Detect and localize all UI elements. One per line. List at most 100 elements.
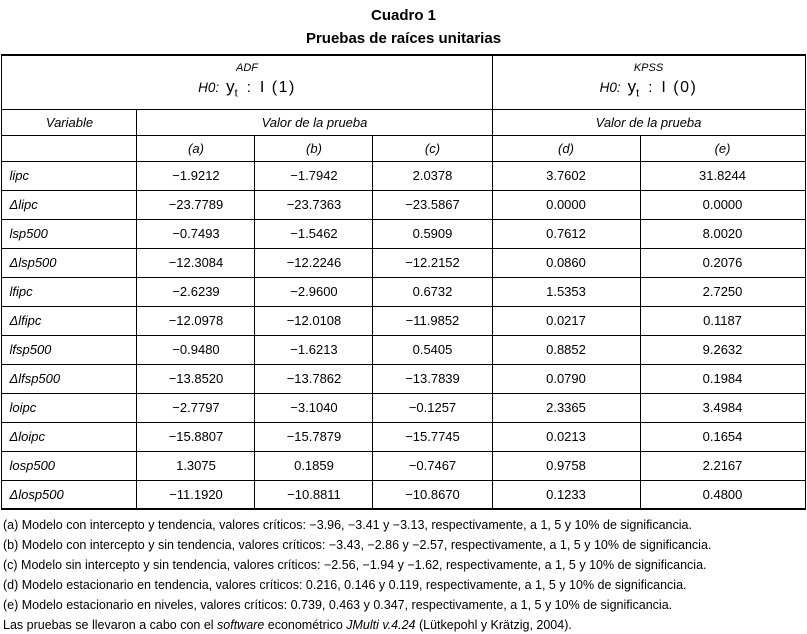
variable-name: Δlipc xyxy=(1,189,138,220)
value-cell: −13.7862 xyxy=(254,363,374,394)
table-row: lipc −1.9212 −1.7942 2.0378 3.7602 31.8244 xyxy=(1,160,806,191)
model-b-header: (b) xyxy=(254,134,374,162)
table-title-block: Cuadro 1 Pruebas de raíces unitarias xyxy=(0,0,807,50)
value-cell: 0.7612 xyxy=(491,218,641,249)
value-cell: −0.1257 xyxy=(372,392,493,423)
value-cell: 3.7602 xyxy=(491,160,641,191)
value-cell: −0.7467 xyxy=(372,450,493,481)
footnote-line: (a) Modelo con intercepto y tendencia, v… xyxy=(3,515,804,535)
h0-y-subscript: t xyxy=(636,86,640,99)
variable-name: Δlosp500 xyxy=(1,479,138,510)
model-letters-row: (a) (b) (c) (d) (e) xyxy=(1,134,806,162)
value-cell: 0.5405 xyxy=(372,334,493,365)
value-cell: −23.7789 xyxy=(136,189,256,220)
kpss-value-header: Valor de la prueba xyxy=(491,108,806,136)
value-cell: −12.2152 xyxy=(372,247,493,278)
value-cell: 0.0860 xyxy=(491,247,641,278)
table-title: Pruebas de raíces unitarias xyxy=(305,29,502,47)
value-cell: −0.9480 xyxy=(136,334,256,365)
unit-root-tests-table: ADF H0: yt: I (1) KPSS H0: yt: I (0) Variabl… xyxy=(1,54,806,510)
footnote-text: (Lütkepohl y Krätzig, 2004). xyxy=(415,618,572,632)
h0-label: H0: xyxy=(198,79,220,95)
value-cell: 0.0790 xyxy=(491,363,641,394)
table-row: Δlipc −23.7789 −23.7363 −23.5867 0.0000 0.000… xyxy=(1,189,806,220)
value-cell: −13.8520 xyxy=(136,363,256,394)
table-row: lfipc −2.6239 −2.9600 0.6732 1.5353 2.7250 xyxy=(1,276,806,307)
value-cell: −2.6239 xyxy=(136,276,256,307)
footnotes: (a) Modelo con intercepto y tendencia, v… xyxy=(3,515,804,634)
kpss-null-hypothesis: H0: yt: I (0) xyxy=(496,77,802,103)
value-cell: 0.5909 xyxy=(372,218,493,249)
kpss-group-header: KPSS H0: yt: I (0) xyxy=(491,54,806,110)
value-cell: −3.1040 xyxy=(254,392,374,423)
value-cell: 0.6732 xyxy=(372,276,493,307)
variable-name: Δlfipc xyxy=(1,305,138,336)
value-cell: −11.1920 xyxy=(136,479,256,510)
variable-name: Δlfsp500 xyxy=(1,363,138,394)
footnote-line: (e) Modelo estacionario en niveles, valo… xyxy=(3,595,804,615)
variable-name: lfipc xyxy=(1,276,138,307)
variable-name: Δlsp500 xyxy=(1,247,138,278)
h0-integration-order: I (1) xyxy=(259,78,296,96)
variable-name: loipc xyxy=(1,392,138,423)
value-cell: 0.0217 xyxy=(491,305,641,336)
footnote-text: (d) Modelo estacionario en tendencia, va… xyxy=(3,578,687,592)
group-header-row: ADF H0: yt: I (1) KPSS H0: yt: I (0) xyxy=(1,54,806,110)
value-cell: −12.3084 xyxy=(136,247,256,278)
adf-method-label: ADF xyxy=(235,61,258,74)
footnote-text: JMulti v.4.24 xyxy=(346,618,416,632)
h0-y-symbol: y xyxy=(627,76,637,96)
value-cell: 0.0213 xyxy=(491,421,641,452)
value-cell: −12.0978 xyxy=(136,305,256,336)
value-cell: −1.6213 xyxy=(254,334,374,365)
footnote-text: (e) Modelo estacionario en niveles, valo… xyxy=(3,598,673,612)
value-cell: −10.8670 xyxy=(372,479,493,510)
h0-variable: yt xyxy=(627,76,640,99)
adf-null-hypothesis: H0: yt: I (1) xyxy=(5,77,488,103)
table-row: losp500 1.3075 0.1859 −0.7467 0.9758 2.2167 xyxy=(1,450,806,481)
value-cell: 0.4800 xyxy=(639,479,806,510)
table-row: loipc −2.7797 −3.1040 −0.1257 2.3365 3.4984 xyxy=(1,392,806,423)
h0-y-subscript: t xyxy=(234,86,238,99)
value-cell: 0.2076 xyxy=(639,247,806,278)
value-cell: 0.8852 xyxy=(491,334,641,365)
value-cell: −1.5462 xyxy=(254,218,374,249)
value-cell: −13.7839 xyxy=(372,363,493,394)
value-cell: −1.9212 xyxy=(136,160,256,191)
footnote-line: (b) Modelo con intercepto y sin tendenci… xyxy=(3,535,804,555)
value-cell: 0.1233 xyxy=(491,479,641,510)
h0-integration-order: I (0) xyxy=(661,78,698,96)
footnote-line: (d) Modelo estacionario en tendencia, va… xyxy=(3,575,804,595)
footnote-text: econométrico xyxy=(264,618,347,632)
value-cell: −12.0108 xyxy=(254,305,374,336)
variable-name: lfsp500 xyxy=(1,334,138,365)
value-cell: 0.0000 xyxy=(491,189,641,220)
value-cell: −12.2246 xyxy=(254,247,374,278)
table-row: Δloipc −15.8807 −15.7879 −15.7745 0.0213 0.16… xyxy=(1,421,806,452)
value-cell: 0.9758 xyxy=(491,450,641,481)
table-body: lipc −1.9212 −1.7942 2.0378 3.7602 31.8244 Δli… xyxy=(1,160,806,510)
adf-value-header: Valor de la prueba xyxy=(136,108,493,136)
table-row: lsp500 −0.7493 −1.5462 0.5909 0.7612 8.0020 xyxy=(1,218,806,249)
h0-label: H0: xyxy=(599,79,621,95)
footnote-text: Las pruebas se llevaron a cabo con el xyxy=(3,618,218,632)
footnote-line: Las pruebas se llevaron a cabo con el so… xyxy=(3,615,804,634)
table-row: lfsp500 −0.9480 −1.6213 0.5405 0.8852 9.2632 xyxy=(1,334,806,365)
value-cell: −11.9852 xyxy=(372,305,493,336)
value-cell: 2.2167 xyxy=(639,450,806,481)
value-cell: 0.1654 xyxy=(639,421,806,452)
h0-y-symbol: y xyxy=(226,76,235,96)
model-e-header: (e) xyxy=(639,134,806,162)
variable-name: Δloipc xyxy=(1,421,138,452)
variable-name: losp500 xyxy=(1,450,138,481)
model-a-header: (a) xyxy=(136,134,256,162)
value-cell: 0.1984 xyxy=(639,363,806,394)
variable-name: lipc xyxy=(1,160,138,191)
value-cell: −23.5867 xyxy=(372,189,493,220)
value-cell: 2.3365 xyxy=(491,392,641,423)
value-cell: 0.1859 xyxy=(254,450,374,481)
value-cell: 8.0020 xyxy=(639,218,806,249)
model-c-header: (c) xyxy=(372,134,493,162)
value-cell: 31.8244 xyxy=(639,160,806,191)
footnote-text: (a) Modelo con intercepto y tendencia, v… xyxy=(3,518,692,532)
